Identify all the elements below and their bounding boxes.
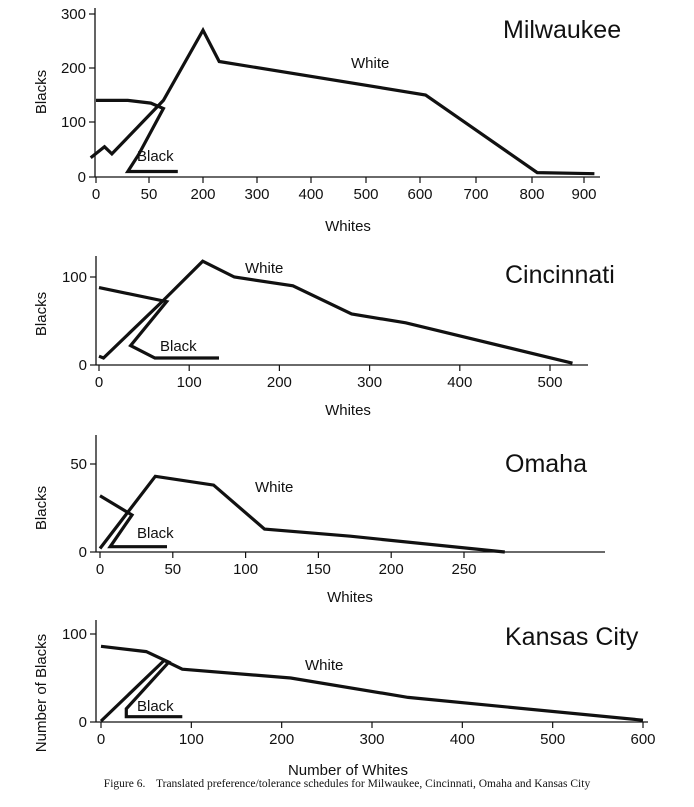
panel-title: Cincinnati	[505, 261, 615, 289]
x-tick-label: 100	[233, 561, 258, 578]
figure-caption-text: Translated preference/tolerance schedule…	[156, 778, 591, 790]
y-tick-label: 100	[61, 114, 86, 131]
x-tick-label: 0	[97, 731, 105, 748]
x-tick-label: 600	[630, 731, 655, 748]
x-tick-label: 0	[95, 374, 103, 391]
y-tick-label: 0	[78, 169, 86, 186]
x-tick-label: 200	[267, 374, 292, 391]
series-label-black: Black	[137, 698, 174, 715]
y-tick-label: 100	[62, 269, 87, 286]
x-tick-label: 300	[244, 186, 269, 203]
x-tick-label: 400	[450, 731, 475, 748]
series-label-white: White	[305, 657, 343, 674]
x-tick-label: 500	[537, 374, 562, 391]
x-tick-label: 50	[141, 186, 158, 203]
x-tick-label: 400	[298, 186, 323, 203]
x-tick-label: 0	[92, 186, 100, 203]
series-label-white: White	[351, 55, 389, 72]
series-label-white: White	[245, 260, 283, 277]
x-tick-label: 50	[164, 561, 181, 578]
chart-panel: 0 50 200 300 400 500 600 700 800 900 0 100 200 300 Whi…	[33, 6, 621, 235]
x-tick-label: 500	[540, 731, 565, 748]
x-tick-label: 700	[463, 186, 488, 203]
series-line-white	[98, 474, 505, 554]
series-line-black	[100, 644, 183, 719]
chart-panel: 0 100 200 300 400 500 0 100 White Black Cincinnati…	[33, 256, 615, 419]
series-line-black	[99, 494, 167, 549]
x-tick-label: 300	[357, 374, 382, 391]
series-label-black: Black	[160, 338, 197, 355]
y-axis-title: Number of Blacks	[33, 634, 50, 752]
series-line-black	[96, 98, 178, 174]
x-tick-label: 150	[306, 561, 331, 578]
y-axis-title: Blacks	[33, 486, 50, 530]
y-tick-label: 0	[79, 544, 87, 561]
x-tick-label: 300	[359, 731, 384, 748]
y-tick-label: 200	[61, 60, 86, 77]
y-axis-title: Blacks	[33, 70, 50, 114]
chart-panel: 0 100 200 300 400 500 600 0 100 White Black Kansas …	[33, 620, 656, 779]
figure-caption-label: Figure 6.	[103, 778, 146, 790]
x-tick-label: 0	[96, 561, 104, 578]
x-tick-label: 200	[190, 186, 215, 203]
x-tick-label: 100	[179, 731, 204, 748]
figure-caption: Figure 6. Translated preference/toleranc…	[0, 778, 694, 790]
series-line-white	[99, 658, 644, 723]
y-tick-label: 0	[79, 357, 87, 374]
series-label-white: White	[255, 479, 293, 496]
y-tick-label: 50	[70, 456, 87, 473]
y-tick-label: 300	[61, 6, 86, 23]
x-tick-label: 600	[407, 186, 432, 203]
x-tick-label: 100	[177, 374, 202, 391]
x-axis-title: Whites	[325, 218, 371, 235]
x-axis-title: Number of Whites	[288, 762, 408, 779]
x-axis-title: Whites	[325, 402, 371, 419]
series-label-black: Black	[137, 148, 174, 165]
series-line-black	[98, 286, 219, 360]
series-line-white	[89, 26, 595, 176]
y-axis-title: Blacks	[33, 292, 50, 336]
panel-title: Kansas City	[505, 623, 639, 651]
x-axis-title: Whites	[327, 589, 373, 606]
x-tick-label: 900	[571, 186, 596, 203]
chart-panel: 0 50 100 150 200 250 0 50 White Black Omaha Whites B…	[33, 435, 605, 606]
panel-title: Omaha	[505, 450, 587, 478]
x-tick-label: 250	[451, 561, 476, 578]
series-line-white	[98, 259, 573, 365]
series-label-black: Black	[137, 525, 174, 542]
y-tick-label: 100	[62, 626, 87, 643]
x-tick-label: 800	[519, 186, 544, 203]
y-tick-label: 0	[79, 714, 87, 731]
x-tick-label: 500	[353, 186, 378, 203]
x-tick-label: 200	[379, 561, 404, 578]
x-tick-label: 400	[447, 374, 472, 391]
panel-title: Milwaukee	[503, 16, 621, 44]
x-tick-label: 200	[269, 731, 294, 748]
